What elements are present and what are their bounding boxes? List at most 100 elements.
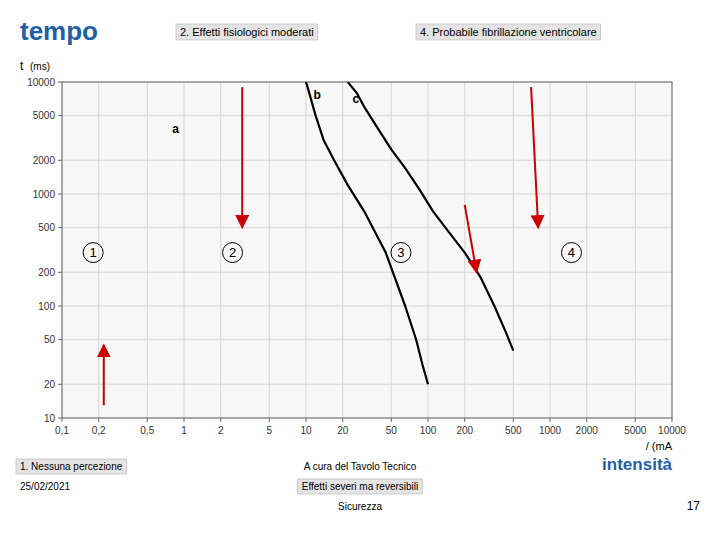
tick	[220, 418, 221, 422]
note: 17	[687, 499, 701, 513]
tick	[269, 418, 270, 422]
tick	[58, 384, 62, 385]
tick	[513, 418, 514, 422]
title: tempo	[20, 16, 98, 46]
grid-line	[586, 82, 587, 418]
tick-label: 0,2	[92, 425, 106, 436]
note-box	[176, 24, 318, 40]
tick-label: 1000	[539, 425, 562, 436]
annotations: abc1234	[83, 88, 581, 262]
grid-line	[62, 272, 672, 273]
zone-label: 2	[229, 245, 236, 260]
tick	[58, 306, 62, 307]
grid-line	[220, 82, 221, 418]
tick-label: 500	[505, 425, 522, 436]
tick-label: 2000	[576, 425, 599, 436]
grid-line	[62, 227, 672, 228]
tick-label: 10	[44, 413, 56, 424]
note-text: A cura del Tavolo Tecnico	[304, 461, 417, 472]
curve-label: c	[352, 92, 359, 106]
tick-label: 2	[218, 425, 224, 436]
tick	[98, 418, 99, 422]
tick-label: 500	[38, 222, 55, 233]
tick-label: 0,5	[140, 425, 154, 436]
tick	[147, 418, 148, 422]
grid-line	[147, 82, 148, 418]
note-text: 17	[687, 499, 701, 513]
grid-line	[269, 82, 270, 418]
tick-label: 10000	[27, 77, 55, 88]
grid-line	[98, 82, 99, 418]
note-text: 4. Probabile fibrillazione ventricolare	[420, 26, 597, 38]
arrow	[241, 87, 243, 228]
zone-label: 4	[568, 245, 575, 260]
grid-line	[428, 82, 429, 418]
grid-line	[184, 82, 185, 418]
tick-label: 5	[266, 425, 272, 436]
grid-line	[550, 82, 551, 418]
axes: 0,10,20,51251020501002005001000200050001…	[27, 77, 686, 437]
curve	[306, 82, 428, 384]
arrow	[531, 87, 538, 228]
tick-label: 100	[420, 425, 437, 436]
note: 1. Nessuna percezione	[16, 459, 127, 474]
plot-frame	[62, 82, 672, 418]
tick-label: 50	[44, 334, 56, 345]
grid-line	[342, 82, 343, 418]
tick-label: 5000	[624, 425, 647, 436]
zone-circle	[83, 243, 103, 263]
tick	[58, 115, 62, 116]
note-text: 2. Effetti fisiologici moderati	[180, 26, 314, 38]
note: Sicurezza	[338, 501, 382, 512]
arrow	[103, 345, 105, 405]
note: 25/02/2021	[20, 481, 70, 492]
tick	[428, 418, 429, 422]
grid-line	[62, 306, 672, 307]
tick	[550, 418, 551, 422]
tick-label: 0,1	[55, 425, 69, 436]
zone-label: 3	[397, 245, 404, 260]
note-text: Sicurezza	[338, 501, 382, 512]
tick-label: 50	[386, 425, 398, 436]
plot-area	[62, 82, 672, 418]
tick-label: 1	[181, 425, 187, 436]
tick	[342, 418, 343, 422]
tick	[58, 82, 62, 83]
grid-line	[62, 339, 672, 340]
tick	[58, 339, 62, 340]
curve-label: a	[172, 122, 179, 136]
chart: 0,10,20,51251020501002005001000200050001…	[0, 0, 720, 540]
note-text: intensità	[602, 455, 672, 474]
tick-label: 1000	[33, 189, 56, 200]
tick	[184, 418, 185, 422]
curve-label: b	[313, 88, 320, 102]
tick-label: 10000	[658, 425, 686, 436]
tick-label: 20	[44, 379, 56, 390]
note: intensità	[602, 455, 672, 474]
curve	[348, 82, 513, 351]
grid-line	[513, 82, 514, 418]
tick	[62, 418, 63, 422]
note-text: Effetti severi ma reversibili	[302, 481, 419, 492]
grid-line	[464, 82, 465, 418]
note-box	[16, 459, 127, 474]
note-text: 25/02/2021	[20, 481, 70, 492]
grid-line	[62, 194, 672, 195]
tick	[391, 418, 392, 422]
data	[104, 82, 538, 405]
tick-label: 2000	[33, 155, 56, 166]
tick	[672, 418, 673, 422]
note-text: 1. Nessuna percezione	[20, 461, 123, 472]
tick-label: 100	[38, 301, 55, 312]
grid	[62, 82, 672, 418]
tick	[306, 418, 307, 422]
grid-line	[62, 160, 672, 161]
grid-line	[62, 115, 672, 116]
tick	[58, 160, 62, 161]
y-axis-unit: (ms)	[30, 61, 50, 72]
zone-circle	[391, 243, 411, 263]
note: 2. Effetti fisiologici moderati	[176, 24, 318, 40]
grid-line	[635, 82, 636, 418]
tick	[58, 194, 62, 195]
y-axis-label: t	[20, 59, 24, 73]
